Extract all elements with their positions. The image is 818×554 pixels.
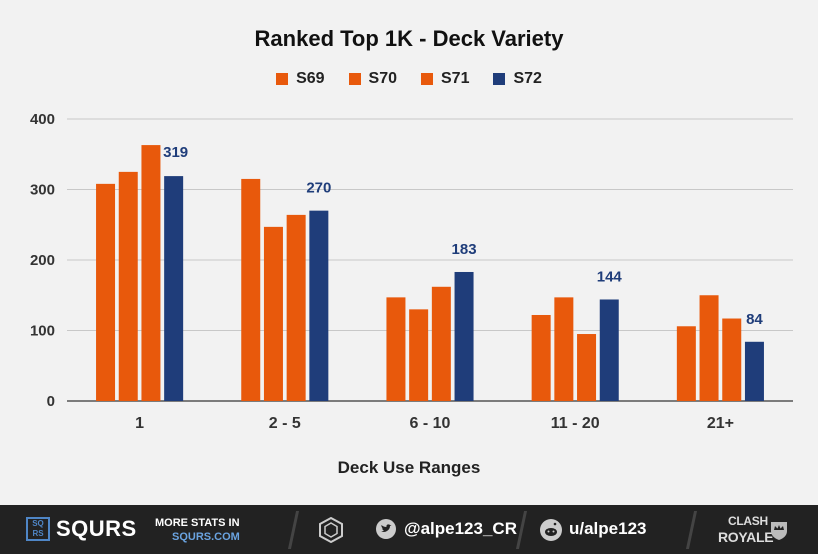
x-tick-label: 6 - 10: [410, 415, 451, 432]
bar-s69: [386, 297, 406, 401]
chart-title: Ranked Top 1K - Deck Variety: [254, 26, 564, 51]
bar-s70: [699, 295, 719, 401]
data-label: 84: [746, 311, 763, 328]
bar-s70: [263, 226, 283, 401]
chart: Ranked Top 1K - Deck Variety S69 S70 S71…: [0, 26, 818, 477]
y-tick-label: 300: [30, 182, 55, 199]
reddit-icon[interactable]: [540, 519, 562, 541]
legend-swatch-s69: [276, 73, 289, 85]
legend-item-s70: S70: [348, 70, 397, 88]
bar-s69: [96, 183, 116, 401]
data-label: 183: [452, 241, 477, 258]
x-axis-label: Deck Use Ranges: [337, 458, 481, 477]
bar-s71: [577, 334, 597, 401]
plot-area: 0 100 200 300 400 319 1 270 2 - 5 183 6 - 10 144 11 …: [30, 111, 793, 432]
twitter-icon[interactable]: [376, 519, 396, 539]
legend-swatch-s72: [493, 73, 506, 85]
bar-s71: [141, 145, 161, 401]
x-tick-label: 2 - 5: [269, 415, 301, 432]
divider: [685, 511, 698, 549]
game-logo-line1: CLASH: [728, 514, 768, 528]
crown-shield-icon: [771, 522, 787, 540]
bar-s70: [118, 171, 138, 401]
data-label: 319: [163, 144, 188, 161]
y-tick-label: 400: [30, 111, 55, 128]
bar-s72: [599, 299, 619, 401]
bar-s70: [554, 297, 574, 401]
legend-label-s69: S69: [296, 70, 325, 87]
bar-s70: [409, 309, 429, 401]
divider: [515, 511, 528, 549]
twitter-handle[interactable]: @alpe123_CR: [404, 519, 517, 538]
legend-item-s71: S71: [421, 70, 469, 88]
squrs-logo-icon: SQ RS: [26, 517, 50, 541]
bar-s72: [454, 271, 474, 401]
legend-item-s72: S72: [493, 70, 542, 88]
divider: [287, 511, 300, 549]
bar-s71: [722, 318, 742, 401]
more-stats-text: MORE STATS IN: [155, 517, 240, 529]
x-tick-label: 21+: [707, 415, 734, 432]
bar-s72: [744, 341, 764, 401]
data-label: 144: [597, 268, 623, 285]
hexagon-icon: [319, 517, 343, 543]
legend-label-s72: S72: [513, 70, 542, 87]
data-label: 270: [306, 180, 331, 197]
legend-item-s69: S69: [276, 70, 325, 88]
reddit-handle[interactable]: u/alpe123: [569, 519, 647, 538]
bar-s72: [164, 176, 184, 401]
legend-label-s70: S70: [368, 70, 397, 87]
legend-swatch-s70: [348, 73, 361, 85]
bar-s69: [676, 326, 696, 401]
y-tick-label: 0: [47, 393, 55, 410]
x-tick-label: 11 - 20: [551, 415, 600, 432]
website-link[interactable]: SQURS.COM: [172, 531, 240, 543]
game-logo-line2: ROYALE: [718, 529, 774, 545]
x-tick-label: 1: [135, 415, 144, 432]
y-tick-label: 100: [30, 323, 55, 340]
footer-bar: SQ RS SQURS MORE STATS IN SQURS.COM @alp…: [0, 505, 818, 554]
bar-s71: [286, 214, 306, 401]
bar-s72: [309, 210, 329, 401]
logo-letters-top: SQ: [32, 519, 44, 528]
y-tick-label: 200: [30, 252, 55, 269]
legend: S69 S70 S71 S72: [0, 70, 818, 88]
logo-letters-bottom: RS: [32, 529, 44, 538]
bar-s71: [431, 286, 451, 401]
bar-s69: [531, 314, 551, 401]
legend-label-s71: S71: [441, 70, 470, 87]
legend-swatch-s71: [421, 73, 433, 85]
bar-s69: [241, 178, 261, 401]
brand-name[interactable]: SQURS: [56, 516, 137, 541]
